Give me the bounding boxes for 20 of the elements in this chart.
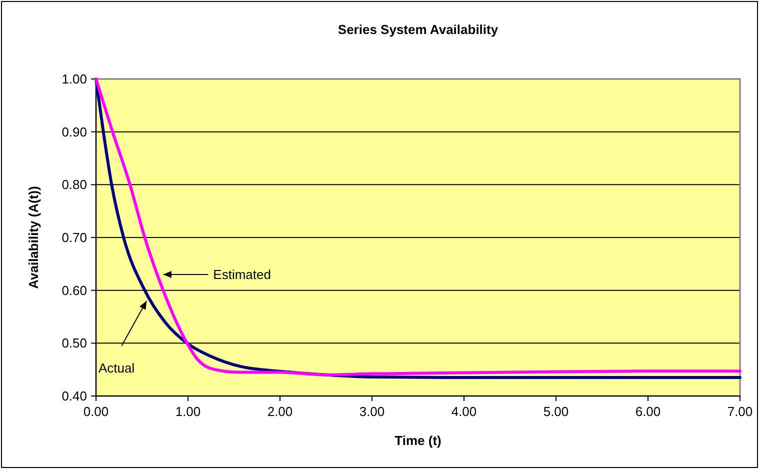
y-tick-label: 1.00 [62,72,87,87]
annotation: Estimated [213,267,271,282]
y-tick-label: 0.40 [62,388,87,404]
x-tick-label: 6.00 [635,404,661,419]
annotation: Actual [98,360,135,376]
y-tick-label: 0.50 [62,336,87,351]
x-axis-title: Time (t) [394,433,442,448]
x-tick-label: 4.00 [451,404,477,419]
y-tick-label: 0.90 [62,124,87,140]
x-tick-label: 7.00 [727,404,753,419]
y-tick-label: 0.60 [62,282,87,298]
y-tick-label: 0.80 [62,177,87,192]
y-tick-label: 0.70 [62,230,87,246]
x-tick-label: 1.00 [175,404,201,419]
x-tick-label: 5.00 [543,404,569,419]
x-tick-label: 3.00 [359,404,385,419]
x-tick-label: 0.00 [83,404,109,419]
y-axis-title: Availability (A(t)) [26,186,41,289]
chart-title: Series System Availability [338,22,499,37]
x-tick-label: 2.00 [267,404,293,419]
